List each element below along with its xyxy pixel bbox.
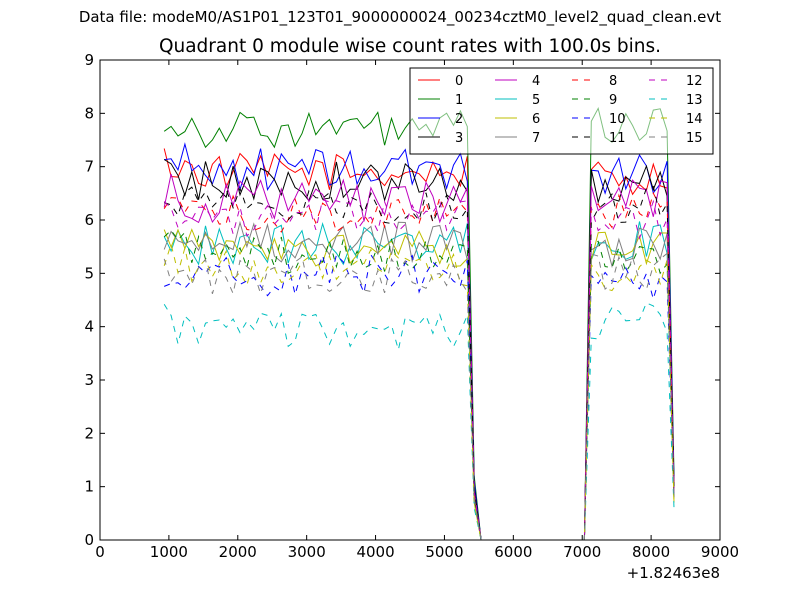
x-tick-label: 9000	[701, 543, 739, 561]
figure-suptitle: Data file: modeM0/AS1P01_123T01_90000000…	[78, 8, 722, 26]
x-tick-label: 2000	[219, 543, 257, 561]
y-tick-label: 3	[84, 371, 94, 389]
y-tick-label: 8	[84, 104, 94, 122]
y-tick-label: 6	[84, 211, 94, 229]
x-tick-label: 7000	[563, 543, 601, 561]
series-line-7	[163, 220, 675, 541]
x-tick-label: 8000	[632, 543, 670, 561]
y-tick-label: 1	[84, 478, 94, 496]
y-tick-label: 9	[84, 51, 94, 69]
legend-label-10: 10	[609, 112, 626, 127]
legend-label-12: 12	[686, 74, 703, 89]
legend-label-13: 13	[686, 93, 703, 108]
series-line-4	[163, 173, 675, 541]
legend-label-3: 3	[455, 131, 463, 146]
legend-label-11: 11	[609, 131, 626, 146]
legend-label-6: 6	[532, 112, 540, 127]
legend-label-14: 14	[686, 112, 703, 127]
series-line-10	[164, 253, 675, 541]
legend-label-5: 5	[532, 93, 540, 108]
x-offset-label: +1.82463e8	[627, 564, 720, 582]
series-line-5	[163, 221, 675, 541]
series-line-8	[163, 191, 675, 541]
series-line-6	[163, 228, 675, 541]
plot-frame	[99, 59, 721, 541]
legend-label-1: 1	[455, 93, 463, 108]
series-line-0	[163, 148, 675, 541]
series-line-9	[163, 229, 675, 541]
y-tick-label: 0	[84, 531, 94, 549]
y-tick-label: 2	[84, 424, 94, 442]
x-tick-label: 3000	[288, 543, 326, 561]
y-tick-label: 5	[84, 264, 94, 282]
legend-label-4: 4	[532, 74, 540, 89]
series-line-14	[163, 242, 675, 541]
ticks-layer: 0 1000 2000 3000 4000 5000 6000 7000 8000 9000012…	[84, 51, 739, 561]
series-line-3	[163, 159, 675, 541]
x-tick-label: 0	[95, 543, 105, 561]
x-tick-label: 6000	[494, 543, 532, 561]
legend-label-9: 9	[609, 93, 617, 108]
legend-label-2: 2	[455, 112, 463, 127]
x-tick-label: 1000	[150, 543, 188, 561]
legend-label-8: 8	[609, 74, 617, 89]
series-layer	[163, 107, 675, 541]
series-line-15	[163, 252, 675, 541]
series-line-13	[163, 302, 675, 541]
chart-title: Quadrant 0 module wise count rates with …	[158, 36, 662, 57]
series-line-12	[163, 199, 675, 541]
legend-label-7: 7	[532, 131, 540, 146]
y-tick-label: 7	[84, 158, 94, 176]
legend-box	[409, 67, 714, 155]
series-line-11	[164, 185, 675, 541]
x-tick-label: 5000	[425, 543, 463, 561]
legend-label-15: 15	[686, 131, 703, 146]
series-line-2	[164, 142, 675, 541]
legend-label-0: 0	[455, 74, 463, 89]
x-tick-label: 4000	[356, 543, 394, 561]
y-tick-label: 4	[84, 318, 94, 336]
